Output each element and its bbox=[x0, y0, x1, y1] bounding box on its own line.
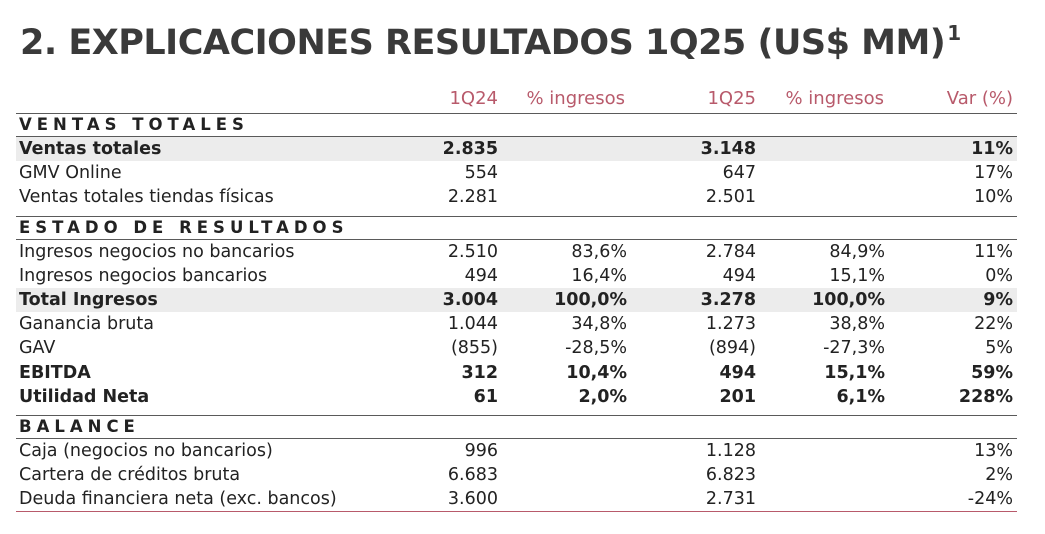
cell-1q24: 3.004 bbox=[442, 289, 498, 310]
cell-var: 11% bbox=[974, 241, 1013, 262]
col-header-1q24: 1Q24 bbox=[449, 88, 498, 109]
col-header-1q25: 1Q25 bbox=[707, 88, 756, 109]
cell-var: 11% bbox=[971, 139, 1013, 159]
table-row: EBITDA 312 10,4% 494 15,1% 59% bbox=[16, 361, 1017, 385]
table-row: Deuda financiera neta (exc. bancos) 3.60… bbox=[16, 487, 1017, 513]
cell-var: 9% bbox=[983, 289, 1013, 310]
cell-1q24: 61 bbox=[473, 386, 498, 407]
cell-var: 59% bbox=[971, 362, 1013, 383]
page-title: 2. EXPLICACIONES RESULTADOS 1Q25 (US$ MM… bbox=[20, 8, 961, 68]
table-row: Ingresos negocios bancarios 494 16,4% 49… bbox=[16, 264, 1017, 288]
cell-var: -24% bbox=[967, 489, 1013, 510]
cell-pct-1q24: 16,4% bbox=[571, 265, 627, 286]
row-label: Total Ingresos bbox=[19, 289, 158, 310]
cell-1q24: 3.600 bbox=[447, 489, 498, 510]
table-row: Ventas totales tiendas físicas 2.281 2.5… bbox=[16, 185, 1017, 209]
table-row: Ingresos negocios no bancarios 2.510 83,… bbox=[16, 240, 1017, 264]
cell-1q24: 312 bbox=[461, 362, 498, 383]
cell-1q25: 2.731 bbox=[705, 489, 756, 510]
row-label: Ingresos negocios no bancarios bbox=[19, 241, 295, 262]
row-label: Cartera de créditos bruta bbox=[19, 465, 241, 486]
cell-1q25: 494 bbox=[722, 265, 756, 286]
cell-1q25: 2.501 bbox=[705, 187, 756, 208]
cell-1q24: 1.044 bbox=[447, 314, 498, 335]
cell-var: 2% bbox=[985, 465, 1013, 486]
row-label: EBITDA bbox=[19, 362, 91, 383]
cell-var: 22% bbox=[974, 314, 1013, 335]
row-label: Ganancia bruta bbox=[19, 314, 154, 335]
cell-1q25: 494 bbox=[719, 362, 756, 383]
row-label: Utilidad Neta bbox=[19, 386, 150, 407]
table-row: Ganancia bruta 1.044 34,8% 1.273 38,8% 2… bbox=[16, 312, 1017, 336]
section-ventas-totales: VENTAS TOTALES bbox=[16, 113, 1017, 137]
results-table: 1Q24 % ingresos 1Q25 % ingresos Var (%) … bbox=[16, 85, 1017, 513]
cell-1q25: 201 bbox=[719, 386, 756, 407]
table-row: Caja (negocios no bancarios) 996 1.128 1… bbox=[16, 439, 1017, 463]
cell-1q25: 647 bbox=[722, 163, 756, 184]
cell-1q25: 1.273 bbox=[705, 314, 756, 335]
table-row: GAV (855) -28,5% (894) -27,3% 5% bbox=[16, 336, 1017, 360]
cell-1q25: (894) bbox=[708, 338, 756, 359]
table-row: GMV Online 554 647 17% bbox=[16, 161, 1017, 185]
row-label: Caja (negocios no bancarios) bbox=[19, 440, 273, 461]
column-header-row: 1Q24 % ingresos 1Q25 % ingresos Var (%) bbox=[16, 85, 1017, 113]
row-label: Ingresos negocios bancarios bbox=[19, 265, 268, 286]
row-label: Ventas totales bbox=[19, 139, 162, 159]
title-footnote: 1 bbox=[947, 21, 961, 45]
row-label: Deuda financiera neta (exc. bancos) bbox=[19, 489, 337, 510]
cell-1q24: 494 bbox=[464, 265, 498, 286]
cell-pct-1q25: 84,9% bbox=[829, 241, 885, 262]
cell-pct-1q25: -27,3% bbox=[823, 338, 885, 359]
cell-var: 5% bbox=[985, 338, 1013, 359]
section-balance: BALANCE bbox=[16, 414, 1017, 439]
cell-1q24: 2.835 bbox=[442, 139, 498, 159]
cell-1q25: 2.784 bbox=[705, 241, 756, 262]
cell-pct-1q24: 83,6% bbox=[571, 241, 627, 262]
section-title: VENTAS TOTALES bbox=[19, 115, 249, 134]
cell-1q25: 1.128 bbox=[705, 440, 756, 461]
cell-1q24: 554 bbox=[464, 163, 498, 184]
page-title-text: 2. EXPLICACIONES RESULTADOS 1Q25 (US$ MM… bbox=[20, 23, 946, 63]
cell-1q24: 996 bbox=[464, 440, 498, 461]
table-row: Utilidad Neta 61 2,0% 201 6,1% 228% bbox=[16, 385, 1017, 409]
cell-var: 17% bbox=[974, 163, 1013, 184]
cell-var: 0% bbox=[985, 265, 1013, 286]
row-label: Ventas totales tiendas físicas bbox=[19, 187, 274, 208]
table-row: Ventas totales 2.835 3.148 11% bbox=[16, 137, 1017, 162]
cell-pct-1q25: 15,1% bbox=[824, 362, 885, 383]
cell-pct-1q24: 10,4% bbox=[566, 362, 627, 383]
table-row: Total Ingresos 3.004 100,0% 3.278 100,0%… bbox=[16, 287, 1017, 313]
table-row: Cartera de créditos bruta 6.683 6.823 2% bbox=[16, 463, 1017, 487]
cell-pct-1q24: 34,8% bbox=[571, 314, 627, 335]
col-header-var: Var (%) bbox=[946, 88, 1013, 109]
cell-var: 13% bbox=[974, 440, 1013, 461]
cell-1q24: 2.510 bbox=[447, 241, 498, 262]
cell-pct-1q24: 2,0% bbox=[578, 386, 627, 407]
row-label: GMV Online bbox=[19, 163, 122, 184]
section-title: ESTADO DE RESULTADOS bbox=[19, 217, 349, 237]
cell-1q25: 6.823 bbox=[705, 465, 756, 486]
cell-var: 10% bbox=[974, 187, 1013, 208]
cell-1q24: 2.281 bbox=[447, 187, 498, 208]
cell-pct-1q25: 100,0% bbox=[812, 289, 885, 310]
section-title: BALANCE bbox=[19, 416, 140, 436]
cell-pct-1q24: -28,5% bbox=[565, 338, 627, 359]
section-estado-de-resultados: ESTADO DE RESULTADOS bbox=[16, 215, 1017, 240]
cell-1q25: 3.148 bbox=[700, 139, 756, 159]
cell-var: 228% bbox=[958, 386, 1013, 407]
cell-pct-1q25: 6,1% bbox=[836, 386, 885, 407]
cell-1q24: (855) bbox=[450, 338, 498, 359]
cell-pct-1q25: 15,1% bbox=[829, 265, 885, 286]
cell-pct-1q25: 38,8% bbox=[829, 314, 885, 335]
col-header-pct-ingresos-1q24: % ingresos bbox=[526, 88, 625, 109]
cell-pct-1q24: 100,0% bbox=[554, 289, 627, 310]
cell-1q25: 3.278 bbox=[700, 289, 756, 310]
col-header-pct-ingresos-1q25: % ingresos bbox=[785, 88, 884, 109]
row-label: GAV bbox=[19, 338, 56, 359]
cell-1q24: 6.683 bbox=[447, 465, 498, 486]
